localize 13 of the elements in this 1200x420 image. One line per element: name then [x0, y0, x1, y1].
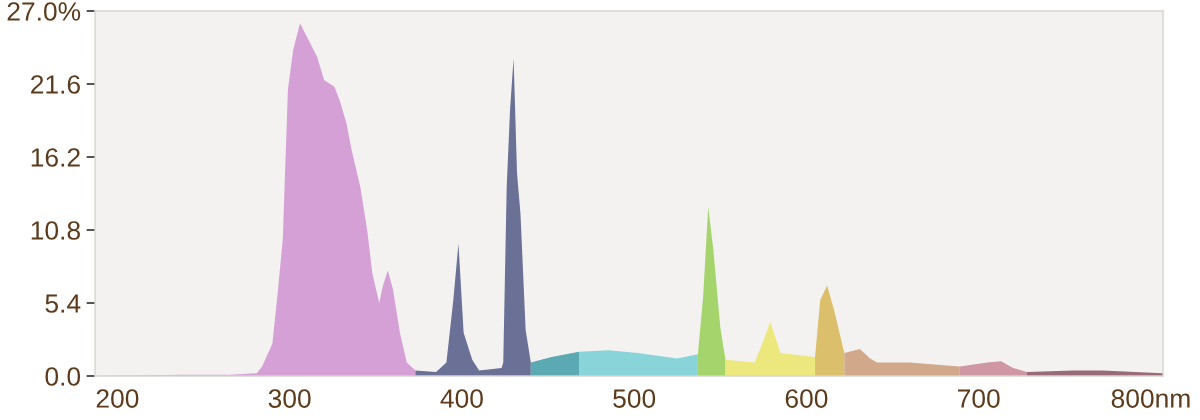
- x-tick-label: 700: [958, 389, 1000, 408]
- x-tick-label: 600: [785, 389, 828, 408]
- x-tick-label: 300: [268, 389, 311, 408]
- y-tick-label: 27.0%: [7, 2, 81, 21]
- y-tick-label: 16.2: [31, 148, 80, 167]
- x-tick-label: 800nm: [1111, 389, 1190, 408]
- y-tick-label: 10.8: [31, 221, 80, 240]
- x-tick-label: 500: [613, 389, 656, 408]
- x-tick-label: 200: [96, 389, 139, 408]
- y-tick-label: 0.0: [45, 367, 81, 386]
- y-tick-label: 5.4: [45, 294, 81, 313]
- y-tick-label: 21.6: [31, 75, 80, 94]
- x-tick-label: 400: [440, 389, 483, 408]
